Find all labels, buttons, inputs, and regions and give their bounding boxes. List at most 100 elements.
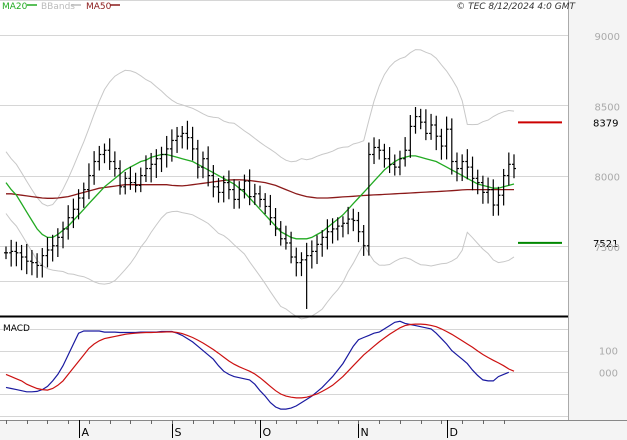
ohlc-bar <box>325 219 330 250</box>
ohlc-bar <box>81 182 86 208</box>
ohlc-bar <box>242 174 247 199</box>
ohlc-bar <box>506 152 511 186</box>
ohlc-bar <box>501 168 506 206</box>
ohlc-bar <box>361 224 366 256</box>
ohlc-bar <box>185 120 190 150</box>
ohlc-bar <box>480 175 485 204</box>
ohlc-bar <box>24 243 29 275</box>
ohlc-bar <box>512 154 516 179</box>
x-month-label: A <box>82 426 90 439</box>
ohlc-bar <box>351 208 356 232</box>
ohlc-bar <box>169 129 174 162</box>
ohlc-bar <box>366 142 371 256</box>
ohlc-bar <box>102 143 107 164</box>
ohlc-bar <box>460 154 465 182</box>
ohlc-bar <box>346 206 351 235</box>
ma50-line <box>6 179 514 199</box>
copyright-text: © TEC 8/12/2024 4:0 GMT <box>456 2 576 12</box>
ohlc-bar <box>128 166 133 190</box>
ohlc-bar <box>278 221 283 246</box>
ohlc-bar <box>403 137 408 167</box>
macd-panel-title: MACD <box>3 324 30 334</box>
ohlc-bar <box>434 115 439 151</box>
x-axis-strip <box>0 420 627 440</box>
ohlc-bar <box>164 135 169 168</box>
ohlc-bar <box>195 139 200 179</box>
ohlc-bar <box>356 211 361 243</box>
ohlc-bar <box>133 172 138 193</box>
ohlc-bar <box>475 169 480 195</box>
ohlc-bar <box>216 178 221 203</box>
ohlc-bar <box>309 240 314 269</box>
ohlc-bar <box>315 235 320 265</box>
ohlc-bar <box>423 109 428 141</box>
ohlc-bar <box>289 231 294 264</box>
ohlc-bar <box>14 241 19 267</box>
ma20-line <box>5 153 515 240</box>
macd-lines <box>5 320 515 410</box>
ohlc-bar <box>9 239 14 267</box>
ohlc-bar <box>382 143 387 168</box>
ohlc-bar <box>330 218 335 244</box>
ohlc-bar <box>112 151 117 177</box>
ohlc-bar <box>299 252 304 277</box>
ohlc-bar <box>154 149 159 178</box>
ohlc-bar <box>232 179 237 209</box>
macd-y-tick-label: 000 <box>599 368 618 379</box>
ohlc-bar <box>491 179 496 216</box>
ohlc-bar <box>211 165 216 198</box>
macd-series-line <box>5 323 515 399</box>
price-y-tick-label: 8500 <box>595 102 620 113</box>
ohlc-bar <box>138 167 143 193</box>
ohlc-bar <box>50 234 55 262</box>
ohlc-bar <box>61 221 66 249</box>
ohlc-bar <box>258 185 262 208</box>
ohlc-bars <box>4 107 516 309</box>
bband-lower-line <box>5 210 515 320</box>
legend-label-ma20: MA20 <box>2 2 28 12</box>
ohlc-bar <box>263 193 268 215</box>
price-level: 8379 <box>518 118 618 129</box>
price-level-label: 7521 <box>593 239 618 250</box>
ohlc-bar <box>206 146 211 187</box>
price-y-tick-label: 7500 <box>595 243 620 254</box>
ohlc-bar <box>418 108 423 130</box>
ohlc-bar <box>392 154 397 176</box>
ohlc-bar <box>304 242 309 309</box>
macd-series-line <box>5 320 510 410</box>
ohlc-bar <box>159 146 164 173</box>
ohlc-bar <box>55 228 60 258</box>
macd-gridlines <box>0 329 568 417</box>
bollinger-bands <box>5 49 515 320</box>
ohlc-bar <box>470 156 475 191</box>
ohlc-bar <box>149 152 154 183</box>
ohlc-bar <box>465 149 470 180</box>
ohlc-bar <box>268 194 273 226</box>
ohlc-bar <box>118 160 123 195</box>
ohlc-bar <box>294 247 299 277</box>
ohlc-bar <box>283 225 288 250</box>
ohlc-bar <box>29 249 34 276</box>
ohlc-bar <box>76 189 81 220</box>
macd-y-tick-labels: 100 000 <box>599 347 618 380</box>
x-month-label: O <box>263 426 272 439</box>
macd-y-tick-label: 100 <box>599 347 618 358</box>
ohlc-bar <box>123 171 128 195</box>
ohlc-bar <box>4 246 8 260</box>
price-y-tick-labels: 9000 8500 8000 7500 <box>595 32 620 254</box>
ohlc-bar <box>40 248 45 278</box>
ohlc-bar <box>45 237 50 268</box>
price-y-tick-label: 8000 <box>595 173 620 184</box>
price-level-label: 8379 <box>593 118 618 129</box>
ohlc-bar <box>444 116 449 160</box>
ohlc-bar <box>320 230 325 257</box>
ohlc-bar <box>340 216 345 238</box>
ohlc-bar <box>454 152 459 182</box>
ohlc-bar <box>107 138 112 170</box>
ohlc-bar <box>439 128 444 160</box>
ohlc-bar <box>397 150 402 176</box>
ohlc-bar <box>372 137 377 165</box>
ohlc-bar <box>143 155 148 183</box>
macd-panel-background <box>0 318 568 420</box>
legend-label-ma50: MA50 <box>86 2 112 12</box>
